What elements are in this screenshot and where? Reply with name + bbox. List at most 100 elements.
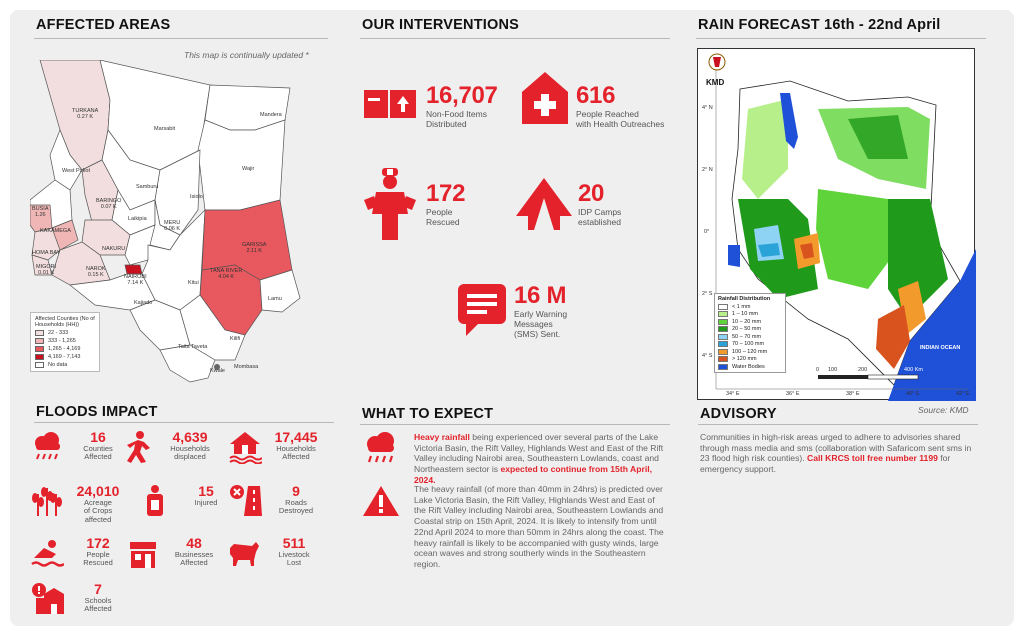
mombasa-marker: [214, 364, 220, 370]
injured-label: Injured: [194, 498, 218, 507]
people-rescued-label: People Rescued: [426, 207, 460, 227]
crops-icon: [32, 487, 62, 516]
affected-areas-divider: [34, 38, 328, 39]
impact-injured: 15 Injured: [138, 484, 238, 528]
idp-camps-label: IDP Camps established: [578, 207, 622, 227]
displaced-person-icon: [127, 431, 150, 463]
label-busia: BUSIA 1.26: [32, 206, 49, 219]
interventions-divider: [360, 38, 670, 39]
legend-item: 1 – 10 mm: [718, 311, 782, 317]
advisory-divider: [698, 424, 978, 425]
forecast-title: RAIN FORECAST 16th - 22nd April: [698, 17, 941, 33]
scale-label: 400 Km: [904, 367, 923, 373]
non-food-items-count: 16,707: [426, 82, 498, 109]
impact-businesses: 48 Businesses Affected: [126, 536, 226, 580]
floods-impact-title: FLOODS IMPACT: [36, 404, 158, 420]
legend-swatch: [718, 348, 728, 355]
impact-schools: 7 Schools Affected: [30, 582, 130, 626]
floods-impact-divider: [34, 422, 334, 423]
impact-counties: 16 Counties Affected: [30, 430, 130, 474]
forecast-legend: Rainfall Distribution < 1 mm 1 – 10 mm 1…: [714, 293, 786, 373]
households-affected-label: Households Affected: [276, 444, 316, 462]
legend-item: 1,265 - 4,169: [35, 346, 95, 352]
health-outreach-icon: [522, 72, 568, 124]
label-turkana: TURKANA 0.27 K: [72, 108, 99, 121]
people-rescued-count: 172: [426, 180, 466, 207]
affected-map-legend: Affected Counties (No of Households (HH)…: [30, 312, 100, 372]
forecast-legend-title: Rainfall Distribution: [718, 296, 771, 302]
flooded-house-icon: [229, 432, 262, 464]
legend-swatch: [718, 326, 728, 332]
idp-camp-tent-icon: [516, 178, 572, 230]
label-mombasa: Mombasa: [234, 364, 259, 370]
legend-item: > 120 mm: [718, 356, 782, 362]
impact-roads: 9 Roads Destroyed: [228, 484, 328, 528]
affected-areas-title: AFFECTED AREAS: [36, 17, 171, 33]
county-homa-bay: [31, 227, 61, 261]
label-kilifi: Kilifi: [230, 336, 241, 342]
forecast-divider: [696, 38, 986, 39]
school-icon: [32, 583, 64, 614]
label-marsabit: Marsabit: [154, 126, 176, 132]
label-nakuru: NAKURU: [102, 246, 126, 252]
kenya-county-map: [29, 59, 301, 383]
impact-rescued: 172 People Rescued: [30, 536, 130, 580]
lon-label: 40° E: [906, 391, 920, 397]
label-kitui: Kitui: [188, 280, 199, 286]
business-icon: [130, 542, 156, 568]
label-tana-river: TANA RIVER 4.04 K: [210, 268, 243, 281]
rain-cloud-icon: [35, 432, 60, 460]
label-kakamega: KAKAMEGA: [40, 228, 71, 234]
legend-item: 70 – 100 mm: [718, 341, 782, 347]
legend-item: Water Bodies: [718, 363, 782, 370]
injured-count: 15: [198, 483, 214, 499]
schools-label: Schools Affected: [84, 596, 112, 614]
kmd-coat-of-arms-icon: [708, 53, 726, 71]
households-affected-count: 17,445: [274, 429, 318, 445]
rescuer-icon: [364, 168, 416, 240]
label-kwale: Kwale: [210, 368, 225, 374]
label-garissa: GARISSA 2.11 K: [242, 242, 267, 255]
county-lamu: [259, 269, 301, 313]
lon-label: 34° E: [726, 391, 740, 397]
roads-label: Roads Destroyed: [278, 498, 314, 516]
legend-item: 20 – 50 mm: [718, 326, 782, 332]
impact-livestock: 511 Livestock Lost: [226, 536, 326, 580]
livestock-count: 511: [282, 535, 306, 551]
label-migori: MIGORI 0.01 K: [36, 264, 57, 277]
legend-item: No data: [35, 362, 95, 368]
injured-icon: [147, 485, 163, 516]
lat-label: 0°: [704, 229, 710, 235]
intervention-early-warning-sms: 16 M Early Warning Messages (SMS) Sent.: [456, 282, 567, 343]
legend-swatch: [35, 330, 44, 336]
legend-swatch: [718, 333, 728, 340]
legend-item: 50 – 70 mm: [718, 333, 782, 340]
displaced-label: Households displaced: [170, 444, 210, 462]
impact-households: 17,445 Households Affected: [228, 430, 328, 474]
intervention-idp-camps: 20 IDP Camps established: [514, 176, 621, 237]
label-baringo: BARINGO 0.07 K: [96, 198, 122, 211]
livestock-icon: [230, 542, 259, 566]
advisory-title: ADVISORY: [700, 406, 777, 422]
county-kwale: [159, 344, 216, 383]
sms-message-icon: [458, 284, 506, 336]
sms-count: 16 M: [514, 282, 567, 309]
legend-item: 100 – 120 mm: [718, 348, 782, 355]
affected-areas-map: TURKANA 0.27 K Marsabit Mandera West Poko…: [29, 59, 330, 390]
label-taita-taveta: Taita Taveta: [178, 344, 208, 350]
legend-item: 4,169 - 7,143: [35, 354, 95, 360]
ocean-label: INDIAN OCEAN: [920, 345, 961, 351]
county-kajiado: [69, 273, 156, 311]
swimmer-rescue-icon: [31, 540, 64, 567]
label-homa-bay: HOMA BAY: [32, 250, 61, 256]
rescued-label: People Rescued: [83, 550, 113, 568]
crops-count: 24,010: [76, 483, 120, 499]
what-to-expect-title: WHAT TO EXPECT: [362, 406, 494, 422]
legend-swatch: [35, 362, 44, 368]
rain-forecast-map: KMD 4° N 2° N 0° 2° S 4° S 34° E 36° E 3…: [697, 48, 976, 401]
lon-label: 42° E: [956, 391, 970, 397]
health-outreach-label: People Reached with Health Outreaches: [576, 109, 665, 129]
displaced-count: 4,639: [172, 429, 208, 445]
lat-label: 4° N: [702, 105, 713, 111]
scale-label: 0: [816, 367, 820, 373]
